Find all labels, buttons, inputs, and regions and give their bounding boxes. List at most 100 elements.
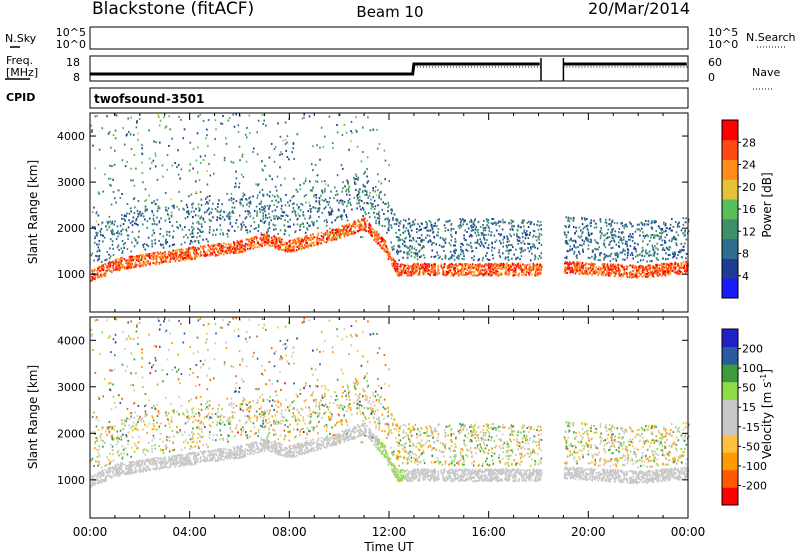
power-data-point <box>532 266 535 269</box>
power-data-point <box>482 256 484 259</box>
power-data-point <box>378 224 381 227</box>
power-data-point <box>377 236 380 239</box>
power-data-point <box>370 228 373 231</box>
power-data-point <box>515 264 518 267</box>
power-data-point <box>142 246 145 249</box>
power-data-point <box>110 269 113 272</box>
power-data-point <box>110 184 112 187</box>
power-data-point <box>579 271 582 274</box>
power-data-point <box>620 231 623 234</box>
power-data-point <box>183 236 185 239</box>
power-data-point <box>665 246 668 249</box>
power-data-point <box>610 225 612 228</box>
power-data-point <box>659 269 662 272</box>
power-data-point <box>235 185 237 188</box>
power-data-point <box>611 231 613 234</box>
power-data-point <box>475 266 478 268</box>
power-data-point <box>119 224 122 227</box>
power-data-point <box>270 219 272 222</box>
power-data-point <box>398 225 400 228</box>
power-data-point <box>245 226 247 228</box>
power-data-point <box>474 218 476 221</box>
power-data-point <box>206 195 209 198</box>
power-data-point <box>644 273 646 276</box>
power-data-point <box>132 259 135 262</box>
power-data-point <box>271 178 273 181</box>
power-data-point <box>643 268 646 271</box>
power-data-point <box>639 234 641 237</box>
power-data-point <box>523 266 525 269</box>
power-data-point <box>423 268 426 270</box>
power-data-point <box>456 265 458 268</box>
power-data-point <box>305 242 308 245</box>
power-data-point <box>299 247 302 250</box>
power-data-point <box>326 239 329 242</box>
power-data-point <box>275 215 278 218</box>
power-data-point <box>228 217 230 220</box>
power-data-point <box>601 274 603 277</box>
power-data-point <box>495 270 497 273</box>
power-data-point <box>304 217 306 220</box>
power-data-point <box>498 263 501 266</box>
power-data-point <box>651 266 654 269</box>
power-data-point <box>181 251 183 254</box>
power-data-point <box>180 248 183 251</box>
power-data-point <box>308 225 311 228</box>
power-data-point <box>477 220 480 223</box>
power-data-point <box>615 265 617 268</box>
power-data-point <box>565 261 567 264</box>
power-data-point <box>491 263 493 266</box>
power-data-point <box>229 218 231 220</box>
power-data-point <box>233 242 235 244</box>
power-data-point <box>343 200 346 203</box>
power-data-point <box>575 230 578 233</box>
power-data-point <box>578 250 580 253</box>
power-data-point <box>248 197 250 200</box>
power-data-point <box>128 255 131 258</box>
power-data-point <box>436 270 439 273</box>
power-data-point <box>660 228 662 231</box>
power-data-point <box>662 268 664 271</box>
power-data-point <box>665 262 668 265</box>
power-data-point <box>120 262 122 265</box>
power-data-point <box>472 274 474 277</box>
power-data-point <box>355 178 357 180</box>
power-data-point <box>450 227 453 230</box>
power-data-point <box>588 271 591 274</box>
power-data-point <box>564 256 566 259</box>
power-data-point <box>347 226 350 229</box>
power-data-point <box>406 267 409 270</box>
power-data-point <box>588 234 590 237</box>
power-data-point <box>461 257 463 260</box>
power-data-point <box>416 231 418 234</box>
power-data-point <box>527 237 530 240</box>
power-data-point <box>316 234 319 237</box>
power-data-point <box>173 257 175 260</box>
power-data-point <box>355 183 357 186</box>
power-data-point <box>493 267 496 270</box>
power-data-point <box>594 256 597 258</box>
power-data-point <box>663 222 665 225</box>
power-data-point <box>368 224 370 227</box>
power-data-point <box>426 223 428 226</box>
power-data-point <box>566 272 568 274</box>
power-data-point <box>211 208 213 211</box>
power-data-point <box>190 239 192 242</box>
power-data-point <box>584 272 586 275</box>
power-data-point <box>636 223 639 226</box>
power-data-point <box>510 257 513 260</box>
power-data-point <box>344 185 346 188</box>
power-data-point <box>426 225 428 228</box>
power-data-point <box>209 211 211 214</box>
power-data-point <box>585 225 588 228</box>
power-data-point <box>164 219 167 222</box>
power-data-point <box>299 225 301 228</box>
power-data-point <box>620 273 623 276</box>
power-data-point <box>210 252 212 255</box>
power-data-point <box>349 229 352 232</box>
power-data-point <box>569 248 571 251</box>
power-data-point <box>246 247 249 250</box>
power-data-point <box>235 177 238 180</box>
power-data-point <box>228 212 231 215</box>
power-data-point <box>339 234 341 237</box>
